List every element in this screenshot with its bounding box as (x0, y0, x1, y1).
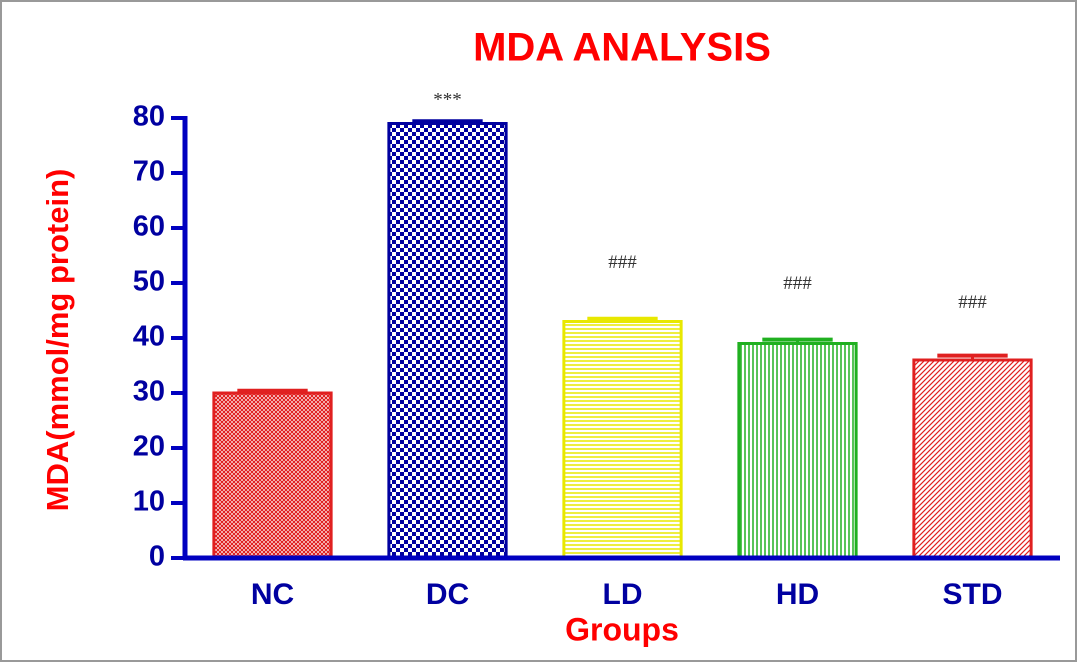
y-tick-label: 50 (133, 266, 165, 298)
annotation: ### (608, 252, 637, 273)
x-axis-label: Groups (565, 611, 679, 647)
y-tick-label: 0 (149, 541, 165, 573)
annotation: ### (958, 292, 987, 313)
y-tick-label: 20 (133, 431, 165, 463)
annotation: ### (783, 273, 812, 294)
x-tick-label: NC (251, 578, 294, 611)
x-tick-label: STD (943, 578, 1003, 611)
y-tick-label: 60 (133, 211, 165, 243)
y-tick-label: 10 (133, 486, 165, 518)
bar (737, 342, 858, 560)
x-tick-label: LD (603, 578, 643, 611)
chart-title: MDA ANALYSIS (473, 26, 771, 70)
annotation: *** (433, 90, 462, 111)
bar (562, 320, 683, 560)
y-tick-label: 30 (133, 376, 165, 408)
x-tick-label: HD (776, 578, 819, 611)
y-tick-label: 80 (133, 101, 165, 133)
y-axis-label: MDA(mmol/mg protein) (40, 169, 75, 512)
bar (912, 358, 1033, 560)
x-tick-label: DC (426, 578, 469, 611)
y-tick-label: 70 (133, 156, 165, 188)
bar (212, 391, 333, 560)
bar (387, 122, 508, 560)
y-tick-label: 40 (133, 321, 165, 353)
